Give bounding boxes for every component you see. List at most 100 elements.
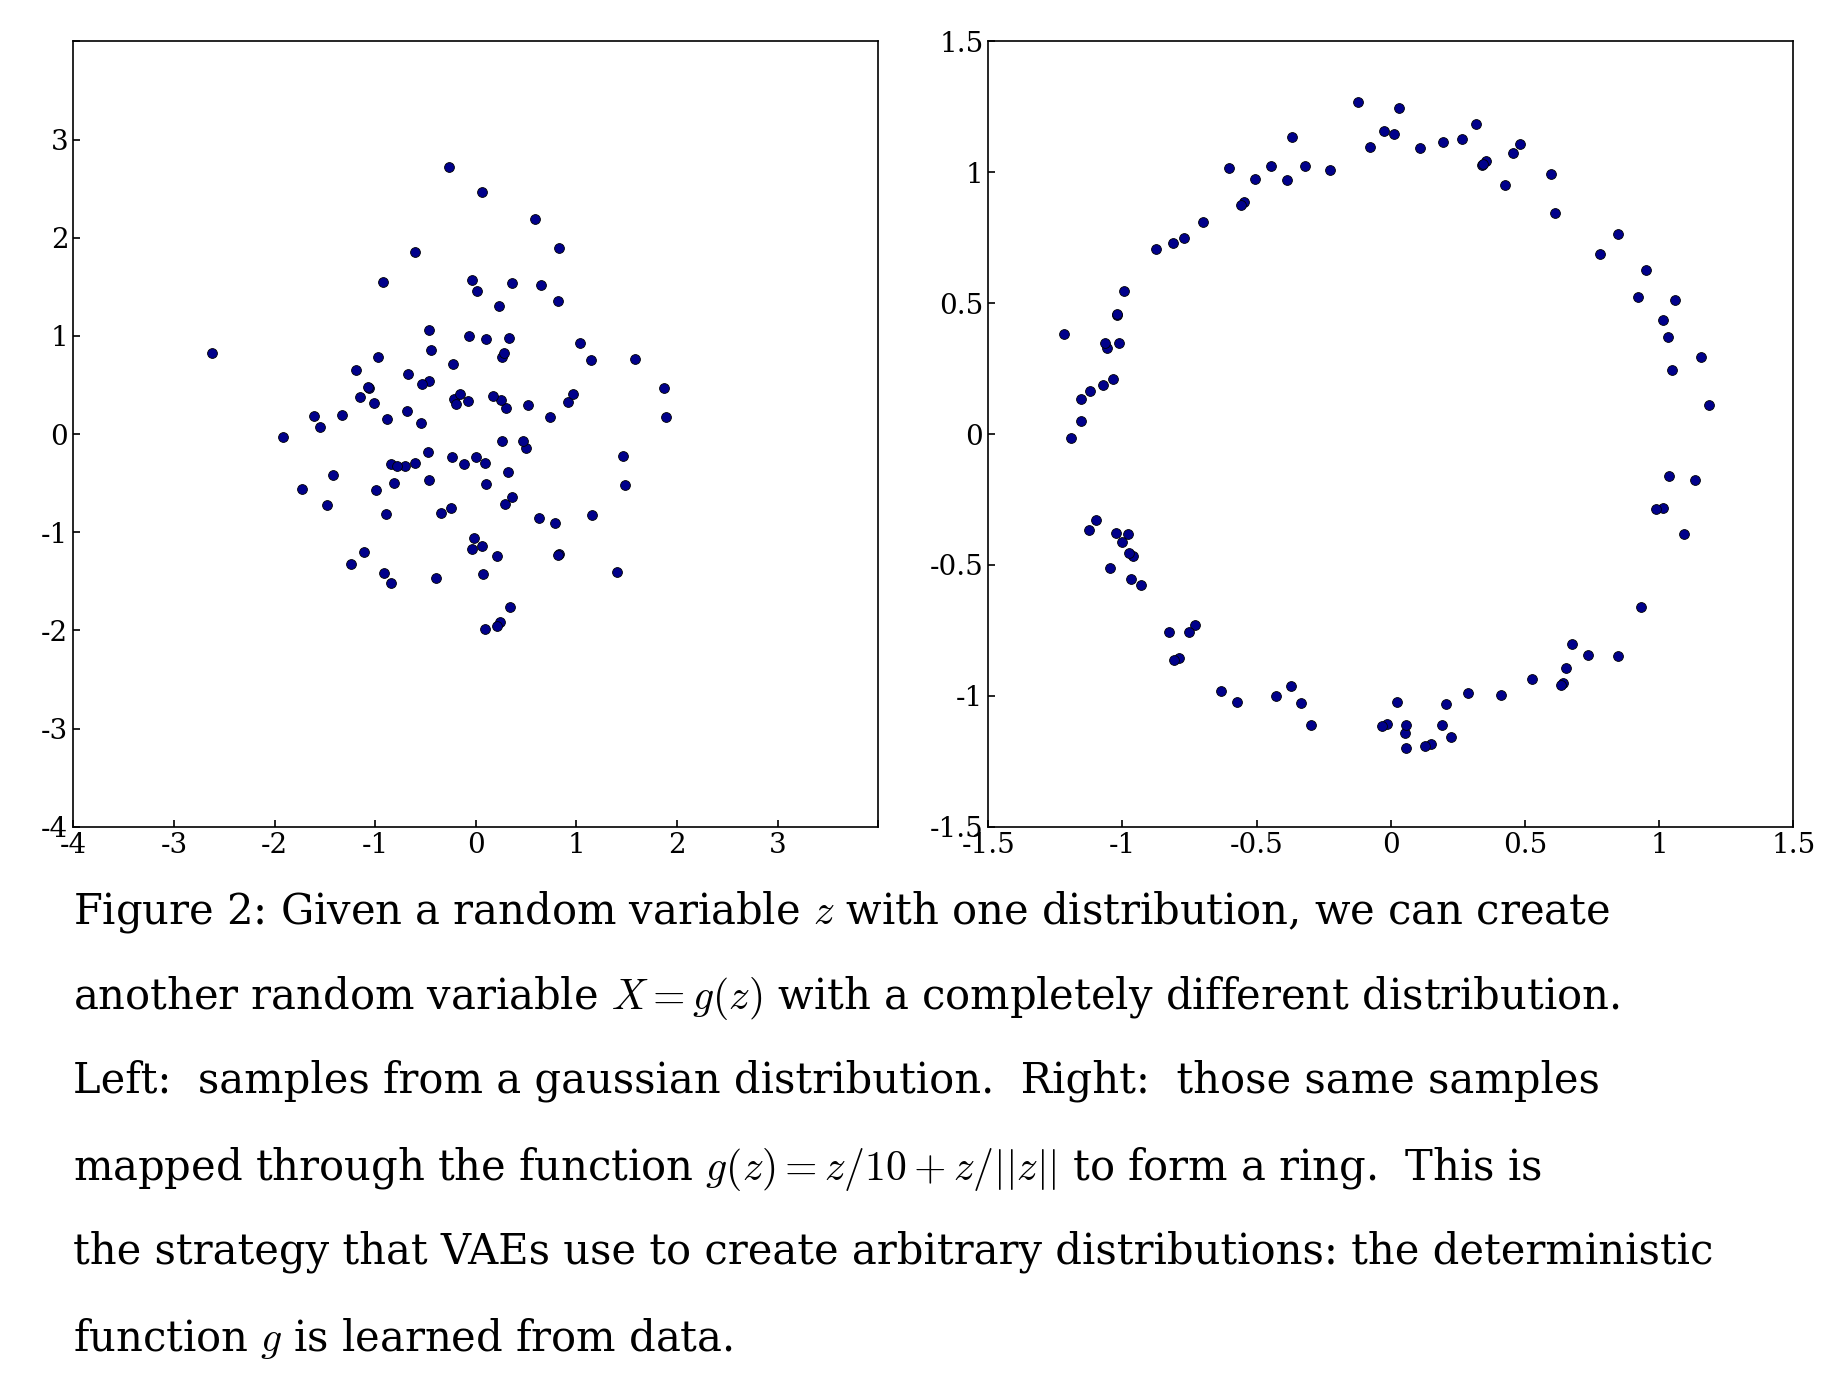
Point [1180,615,1210,637]
Point [1687,346,1717,368]
Text: Figure 2: Given a random variable $z$ with one distribution, we can create: Figure 2: Given a random variable $z$ wi… [73,889,1610,934]
Text: function $g$ is learned from data.: function $g$ is learned from data. [73,1316,734,1361]
Point [498,486,527,508]
Point [1107,531,1136,553]
Point [1103,332,1133,354]
Point [359,393,388,415]
Point [1093,338,1122,360]
Point [437,446,467,469]
Point [450,452,479,474]
Point [1649,497,1678,520]
Point [1155,621,1184,644]
Point [1098,368,1127,390]
Point [467,181,496,203]
Point [487,389,516,411]
Point [461,446,490,469]
Point [489,342,518,364]
Point [1383,96,1413,119]
Point [458,270,487,292]
Point [1091,332,1120,354]
Point [362,478,392,500]
Point [1658,360,1687,382]
Point [1654,464,1684,486]
Point [370,562,399,584]
Point [328,404,357,426]
Point [1380,123,1409,145]
Point [306,416,335,438]
Point [490,397,520,419]
Point [313,493,342,515]
Point [401,452,430,474]
Point [494,460,523,482]
Point [1067,409,1096,431]
Point [1113,522,1142,544]
Point [198,342,227,364]
Point [1050,324,1080,346]
Point [1453,682,1482,704]
Point [441,394,470,416]
Point [1102,522,1131,544]
Point [565,332,595,354]
Point [470,452,500,474]
Point [393,362,423,384]
Point [650,376,679,398]
Point [1103,303,1133,325]
Point [445,383,474,405]
Point [362,346,392,368]
Point [1391,714,1420,736]
Point [439,353,468,375]
Point [1469,153,1499,175]
Point [481,616,511,638]
Point [421,566,450,588]
Point [544,289,573,311]
Point [468,564,498,586]
Point [353,376,382,398]
Point [1116,568,1146,590]
Point [1296,714,1325,736]
Point [1574,645,1603,667]
Point [408,372,437,394]
Point [609,445,639,467]
Text: mapped through the function $g(z) = z/10 + z/||z||$ to form a ring.  This is: mapped through the function $g(z) = z/10… [73,1145,1543,1193]
Point [382,455,412,477]
Point [1427,714,1457,736]
Point [487,346,516,368]
Point [1056,427,1085,449]
Point [1382,690,1411,712]
Point [439,389,468,411]
Point [487,430,516,452]
Point [1226,194,1255,216]
Point [1631,259,1660,281]
Point [390,455,419,477]
Point [1109,280,1138,302]
Point [576,349,606,371]
Point [511,437,540,459]
Point [544,237,573,259]
Point [1680,469,1709,491]
Point [1462,113,1491,135]
Point [1491,174,1521,196]
Point [523,507,553,529]
Point [415,469,445,491]
Point [609,474,639,496]
Point [371,503,401,525]
Point [368,271,397,294]
Point [1486,683,1515,706]
Point [1535,163,1565,185]
Point [1354,135,1383,157]
Text: another random variable $X = g(z)$ with a completely different distribution.: another random variable $X = g(z)$ with … [73,974,1620,1022]
Point [1114,543,1144,565]
Point [527,273,556,295]
Point [1067,389,1096,411]
Point [1286,692,1316,714]
Point [1649,309,1678,331]
Point [377,453,406,475]
Point [536,407,565,429]
Point [1188,211,1217,233]
Point [415,339,445,361]
Point [1557,634,1587,656]
Point [1416,733,1446,755]
Point [1343,91,1372,113]
Point [393,400,423,422]
Point [558,383,587,405]
